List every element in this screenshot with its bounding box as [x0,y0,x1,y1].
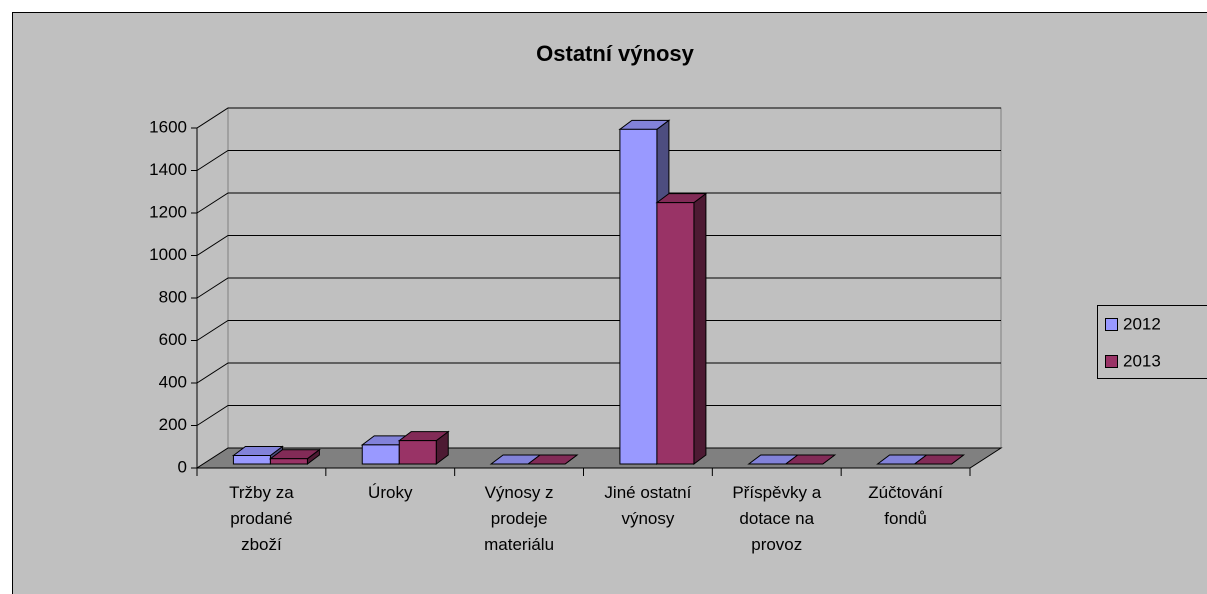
x-tick-label: Tržby za prodané zboží [229,483,294,554]
bar [913,454,966,465]
grid-line [196,150,1001,171]
bar-top [526,454,579,465]
bar-front [398,440,437,465]
legend-swatch [1105,318,1118,331]
y-tick-label: 200 [159,415,187,434]
bar [397,430,450,465]
y-tick-label: 800 [159,287,187,306]
x-tick-label: Výnosy z prodeje materiálu [484,483,555,554]
legend-label: 2012 [1123,314,1161,333]
grid-line [196,320,1001,341]
x-tick-label: Jiné ostatní výnosy [604,483,692,528]
legend [1097,305,1207,379]
chart-title: Ostatní výnosy [536,41,694,66]
x-tick-label: Příspěvky a dotace na provoz [732,483,822,554]
bar-top [784,454,837,465]
grid-line [196,362,1001,384]
y-tick-label: 1600 [149,117,187,136]
bar-front [619,128,658,465]
bar [655,192,708,465]
bar-front [361,444,400,465]
bar-front [269,458,308,465]
bar [784,454,837,465]
grid-line [196,405,1001,426]
y-tick-label: 600 [159,330,187,349]
y-tick-label: 1200 [149,202,187,221]
x-tick-label: Zúčtování fondů [868,483,943,528]
y-tick-label: 400 [159,372,187,391]
grid-line [196,235,1001,256]
x-tick-label: Úroky [368,483,413,502]
y-tick-label: 1000 [149,245,187,264]
bar-top [913,454,966,465]
bar-side [693,192,707,465]
bar [526,454,579,465]
grid-line [196,107,1001,129]
bar-front [656,202,695,465]
grid-line [196,277,1001,299]
bar-front [232,455,271,465]
grid-line [196,192,1001,214]
bar [268,448,321,465]
y-tick-label: 1400 [149,160,187,179]
y-tick-label: 0 [178,457,187,476]
legend-label: 2013 [1123,351,1161,370]
legend-swatch [1105,355,1118,368]
